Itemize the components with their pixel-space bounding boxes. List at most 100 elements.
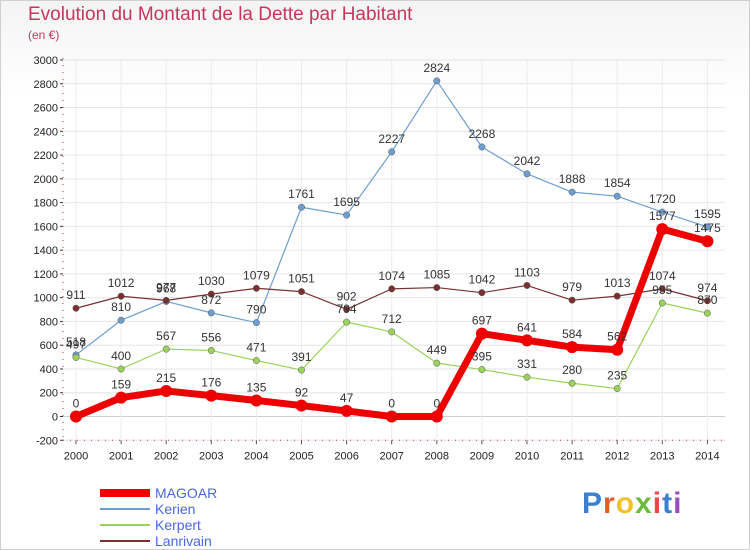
chart-subtitle: (en €) xyxy=(28,28,60,42)
data-point-kerien xyxy=(658,208,666,216)
data-label-kerien: 790 xyxy=(246,303,266,317)
data-label-lanrivain: 1103 xyxy=(514,265,540,279)
data-label-lanrivain: 979 xyxy=(562,280,582,294)
data-point-kerien xyxy=(478,143,486,151)
data-label-kerien: 1720 xyxy=(649,192,676,206)
x-tick-label: 2001 xyxy=(109,450,133,462)
data-label-kerpert: 391 xyxy=(291,350,311,364)
legend-swatch xyxy=(100,489,150,497)
legend: MAGOAR Kerien Kerpert Lanrivain xyxy=(100,485,300,549)
data-point-lanrivain xyxy=(72,304,80,312)
data-label-kerpert: 712 xyxy=(382,312,402,326)
data-point-kerien xyxy=(298,203,305,211)
data-point-kerpert xyxy=(162,345,170,353)
data-point-kerpert xyxy=(568,379,576,387)
data-point-kerpert xyxy=(658,299,666,307)
data-label-lanrivain: 902 xyxy=(337,289,357,303)
data-label-magoar: 562 xyxy=(607,330,627,344)
data-point-kerien xyxy=(388,148,396,156)
data-label-lanrivain: 977 xyxy=(156,280,176,294)
data-point-kerpert xyxy=(613,385,621,393)
data-label-magoar: 47 xyxy=(340,391,354,405)
data-label-lanrivain: 1079 xyxy=(243,268,270,282)
data-label-lanrivain: 974 xyxy=(697,281,717,295)
y-tick-label: 2400 xyxy=(34,126,58,138)
data-label-magoar: 135 xyxy=(246,380,266,394)
data-label-kerien: 2824 xyxy=(423,61,450,75)
data-label-magoar: 0 xyxy=(388,397,395,411)
data-label-kerien: 810 xyxy=(111,300,131,314)
data-point-lanrivain xyxy=(162,296,170,304)
data-point-kerien xyxy=(433,77,441,85)
data-point-magoar xyxy=(475,327,488,340)
data-label-lanrivain: 1042 xyxy=(469,273,496,287)
logo-letter: i xyxy=(652,487,663,520)
data-point-kerien xyxy=(343,211,351,219)
data-label-kerpert: 280 xyxy=(562,363,582,377)
legend-item-kerpert: Kerpert xyxy=(100,517,300,533)
x-tick-label: 2014 xyxy=(695,450,719,462)
x-tick-label: 2006 xyxy=(334,450,358,462)
data-point-lanrivain xyxy=(298,288,305,296)
data-label-lanrivain: 1074 xyxy=(378,269,405,283)
data-label-magoar: 159 xyxy=(111,378,131,392)
data-point-kerpert xyxy=(298,366,305,374)
data-label-magoar: 697 xyxy=(472,314,492,328)
data-point-kerpert xyxy=(433,359,441,367)
data-point-kerien xyxy=(568,188,576,196)
legend-item-kerien: Kerien xyxy=(100,501,300,517)
data-label-kerpert: 497 xyxy=(66,337,86,351)
data-point-lanrivain xyxy=(433,284,441,292)
data-point-magoar xyxy=(385,410,398,423)
data-label-magoar: 641 xyxy=(517,320,537,334)
data-point-kerien xyxy=(117,316,125,324)
data-point-lanrivain xyxy=(658,285,666,293)
proxiti-logo: Proxiti xyxy=(582,487,682,521)
data-point-kerpert xyxy=(478,366,486,374)
data-label-kerpert: 331 xyxy=(517,357,537,371)
data-point-lanrivain xyxy=(703,297,711,305)
data-point-magoar xyxy=(115,391,128,404)
data-label-lanrivain: 1085 xyxy=(423,268,450,282)
data-point-kerien xyxy=(523,170,531,178)
x-tick-label: 2009 xyxy=(470,450,494,462)
data-point-kerpert xyxy=(72,353,80,361)
data-label-magoar: 92 xyxy=(295,386,309,400)
series-layer xyxy=(70,77,714,423)
data-label-kerien: 872 xyxy=(201,293,221,307)
data-point-kerpert xyxy=(703,309,711,317)
y-tick-label: 400 xyxy=(40,364,58,376)
data-label-kerien: 1854 xyxy=(604,176,631,190)
y-tick-label: 2800 xyxy=(34,79,58,91)
y-tick-label: -200 xyxy=(36,435,58,447)
y-tick-label: 1400 xyxy=(34,245,58,257)
data-label-magoar: 176 xyxy=(201,376,221,390)
y-tick-label: 600 xyxy=(40,340,58,352)
data-point-lanrivain xyxy=(207,290,215,298)
data-label-kerpert: 395 xyxy=(472,350,492,364)
data-label-lanrivain: 1030 xyxy=(198,274,225,288)
data-point-magoar xyxy=(295,399,308,412)
data-point-magoar xyxy=(250,394,263,407)
data-label-kerpert: 556 xyxy=(201,330,221,344)
data-point-kerien xyxy=(703,223,711,231)
data-point-magoar xyxy=(701,235,714,248)
y-tick-label: 3000 xyxy=(34,55,58,67)
logo-letter: P xyxy=(582,487,604,520)
legend-item-magoar: MAGOAR xyxy=(100,485,300,501)
data-label-kerpert: 955 xyxy=(652,283,672,297)
data-label-kerien: 2268 xyxy=(469,127,496,141)
logo-letter: r xyxy=(603,487,616,520)
x-tick-label: 2005 xyxy=(289,450,313,462)
data-label-kerpert: 400 xyxy=(111,349,131,363)
logo-letter: o xyxy=(615,487,636,520)
x-tick-label: 2008 xyxy=(425,450,449,462)
data-point-lanrivain xyxy=(478,289,486,297)
data-point-kerpert xyxy=(207,346,215,354)
data-label-kerien: 968 xyxy=(156,281,176,295)
x-tick-label: 2003 xyxy=(199,450,223,462)
data-point-lanrivain xyxy=(568,296,576,304)
y-tick-label: 2000 xyxy=(34,174,58,186)
